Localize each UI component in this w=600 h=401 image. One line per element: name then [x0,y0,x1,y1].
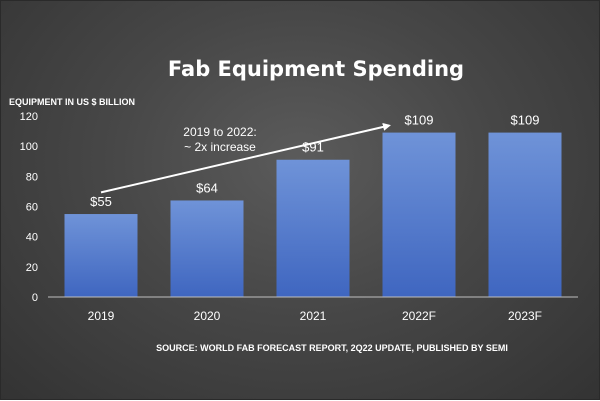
y-tick-label: 80 [26,171,38,183]
y-tick-label: 20 [26,262,38,274]
category-labels: 2019 2020 2021 2022F 2023F [88,309,542,323]
y-tick-label: 100 [20,141,38,153]
y-tick-label: 40 [26,232,38,244]
category-label: 2023F [508,309,542,323]
data-label: $109 [405,113,434,128]
bar [170,200,244,297]
y-axis-label: EQUIPMENT IN US $ BILLION [9,97,135,107]
bar [64,214,138,297]
bars [64,132,562,297]
category-label: 2022F [402,309,436,323]
data-label: $64 [196,180,218,195]
y-tick-label: 120 [20,111,38,123]
data-label: $55 [90,194,112,209]
category-label: 2020 [194,309,221,323]
annotation-arrow [100,123,391,194]
data-label: $109 [511,113,540,128]
bar [382,132,456,297]
y-axis-ticks: 0 20 40 60 80 100 120 [20,111,38,304]
data-labels: $55$64$91$109 $109 [90,113,539,209]
bar [488,132,562,297]
annotation-line-2: ~ 2x increase [184,140,256,154]
source-note: SOURCE: WORLD FAB FORECAST REPORT, 2Q22 … [156,343,508,353]
annotation-line-1: 2019 to 2022: [183,125,256,139]
category-label: 2021 [300,309,327,323]
chart-title: Fab Equipment Spending [168,57,464,81]
category-label: 2019 [88,309,115,323]
y-tick-label: 60 [26,202,38,214]
y-tick-label: 0 [32,292,38,304]
bar [276,159,350,297]
